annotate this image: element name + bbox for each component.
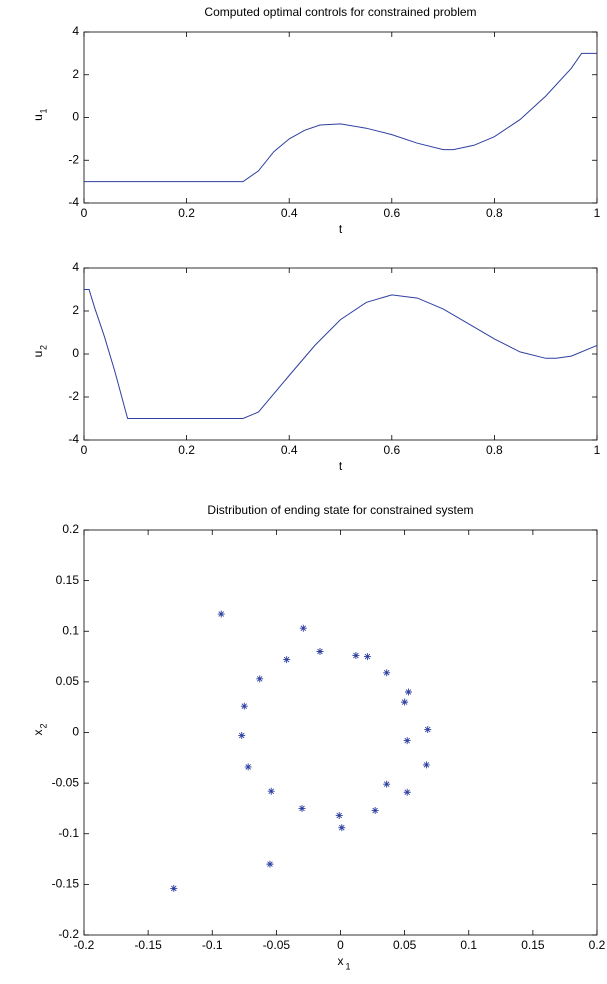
y-tick-label: 2 <box>72 67 79 81</box>
x-tick-label: 0.4 <box>281 206 298 220</box>
scatter-point <box>335 812 343 820</box>
y-tick-label: -0.15 <box>52 877 80 891</box>
y-axis-label-subscript: 2 <box>38 345 48 350</box>
scatter-point <box>283 656 291 664</box>
scatter-point <box>267 787 275 795</box>
x-tick-label: 0 <box>81 443 88 457</box>
scatter-point <box>422 761 430 769</box>
y-tick-label: -0.05 <box>52 775 80 789</box>
y-axis-label-group: x2 <box>31 723 48 735</box>
x-tick-label: 0 <box>81 206 88 220</box>
y-axis-label: u <box>31 114 45 121</box>
line-series <box>84 52 597 183</box>
chart-title: Computed optimal controls for constraine… <box>204 5 476 19</box>
scatter-point <box>298 804 306 812</box>
y-tick-label: -4 <box>68 195 79 209</box>
scatter-point <box>352 652 360 660</box>
line-series <box>84 289 598 419</box>
x-tick-label: -0.2 <box>74 938 95 952</box>
x-tick-label: 0.2 <box>178 443 195 457</box>
scatter-point <box>403 788 411 796</box>
x-tick-label: 0.15 <box>521 938 545 952</box>
y-axis-label-group: u1 <box>31 108 48 120</box>
scatter-point <box>170 884 178 892</box>
y-tick-label: 0.2 <box>62 522 79 536</box>
scatter-point <box>266 860 274 868</box>
x-tick-label: 0.6 <box>383 206 400 220</box>
y-tick-label: 2 <box>72 303 79 317</box>
plot-frame <box>83 267 598 441</box>
scatter-point <box>401 698 409 706</box>
x-tick-label: 0.2 <box>589 938 606 952</box>
scatter-point <box>299 624 307 632</box>
chart-title: Distribution of ending state for constra… <box>207 503 473 517</box>
y-axis-label-subscript: 2 <box>38 723 48 728</box>
scatter-point <box>316 648 324 655</box>
scatter-point <box>256 675 264 683</box>
x-tick-label: 0.05 <box>393 938 417 952</box>
y-tick-label: 0.05 <box>56 674 80 688</box>
y-tick-label: 4 <box>72 260 79 274</box>
x-tick-label: -0.05 <box>263 938 291 952</box>
y-tick-label: -2 <box>68 152 79 166</box>
scatter-point <box>363 653 371 661</box>
y-axis-label: u <box>31 351 45 358</box>
y-tick-label: 0 <box>72 346 79 360</box>
y-tick-label: -2 <box>68 389 79 403</box>
x-tick-label: -0.15 <box>134 938 162 952</box>
scatter-point <box>240 702 248 710</box>
y-tick-label: -0.2 <box>58 927 79 941</box>
scatter-point <box>383 780 391 788</box>
y-axis-label: x <box>31 730 45 736</box>
x-tick-label: 0.1 <box>460 938 477 952</box>
x-tick-label: 0.8 <box>486 206 503 220</box>
x-axis-label: t <box>339 222 343 236</box>
scatter-point <box>217 610 225 618</box>
y-tick-label: 4 <box>72 24 79 38</box>
x-tick-label: 0.8 <box>486 443 503 457</box>
scatter-point <box>338 824 346 832</box>
x-tick-label: 0 <box>337 938 344 952</box>
y-tick-label: -0.1 <box>58 826 79 840</box>
x-tick-label: 0.4 <box>281 443 298 457</box>
y-tick-label: 0.1 <box>62 623 79 637</box>
scatter-point <box>244 763 252 771</box>
x-axis-label: t <box>339 459 343 473</box>
x-tick-label: 1 <box>594 206 601 220</box>
y-axis-label-subscript: 1 <box>38 108 48 113</box>
scatter-point <box>371 806 379 814</box>
y-tick-label: 0.15 <box>56 573 80 587</box>
x-tick-label: 0.6 <box>383 443 400 457</box>
scatter-point <box>403 737 411 745</box>
scatter-point <box>404 688 412 696</box>
x-axis-label-subscript: 1 <box>346 961 351 971</box>
plot-frame <box>83 529 598 936</box>
y-tick-label: -4 <box>68 432 79 446</box>
scatter-point <box>424 725 432 733</box>
x-tick-label: 1 <box>594 443 601 457</box>
x-axis-label: x <box>338 954 344 968</box>
x-tick-label: 0.2 <box>178 206 195 220</box>
scatter-point <box>383 669 391 677</box>
y-tick-label: 0 <box>72 725 79 739</box>
y-axis-label-group: u2 <box>31 345 48 357</box>
plot-frame <box>83 31 598 204</box>
x-tick-label: -0.1 <box>202 938 223 952</box>
y-tick-label: 0 <box>72 110 79 124</box>
scatter-point <box>238 732 246 740</box>
